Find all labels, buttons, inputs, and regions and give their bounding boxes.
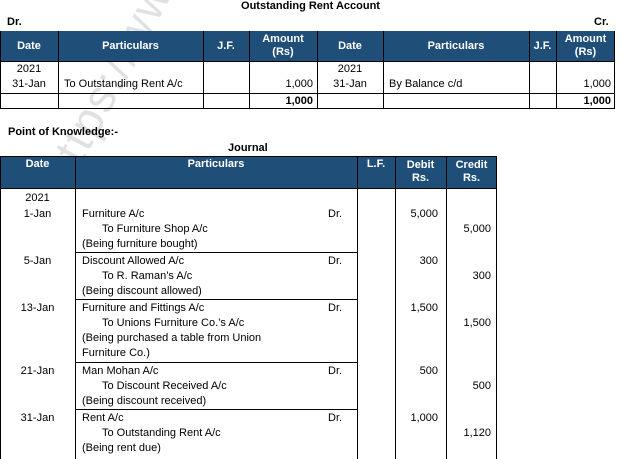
ledger-credit-year: 2021 <box>337 63 363 75</box>
journal-entry-narration: (Being furniture bought) <box>82 238 198 250</box>
journal-entry-credit-account: To Discount Received A/c <box>102 380 227 392</box>
ledger-credit-amount: 1,000 <box>583 78 611 90</box>
journal-entry-credit-account: To Outstanding Rent A/c <box>102 427 221 439</box>
ledger-debit-date: 31-Jan <box>12 78 46 90</box>
cr-label: Cr. <box>594 16 609 28</box>
journal-entry-dr: Dr. <box>328 365 343 377</box>
journal-header-date: Date <box>0 156 75 172</box>
journal-header-lf: L.F. <box>357 156 395 172</box>
journal-entry-narration: (Being purchased a table from Union <box>82 332 262 344</box>
journal-entry-credit-amount: 5,000 <box>463 223 491 235</box>
ledger-credit-total: 1,000 <box>583 95 611 107</box>
journal-header-credit: Credit Rs. <box>446 156 497 188</box>
journal-entry-debit-amount: 500 <box>419 365 438 377</box>
journal-entry-debit-amount: 1,500 <box>410 302 438 314</box>
journal-entry-debit-account: Furniture and Fittings A/c <box>82 302 205 314</box>
journal-entry-debit-account: Rent A/c <box>82 412 124 424</box>
journal-entry-credit-account: To Furniture Shop A/c <box>102 223 208 235</box>
journal-entry-debit-amount: 300 <box>419 255 438 267</box>
journal-title: Journal <box>228 142 268 154</box>
ledger-debit-total: 1,000 <box>285 95 313 107</box>
ledger-credit-date: 31-Jan <box>333 78 367 90</box>
ledger-header-date-dr: Date <box>0 31 58 61</box>
ledger-debit-particulars: To Outstanding Rent A/c <box>64 78 183 90</box>
journal-entry-credit-amount: 300 <box>472 270 491 282</box>
journal-entry-credit-account: To Unions Furniture Co.’s A/c <box>102 317 245 329</box>
journal-entry-narration: (Being rent due) <box>82 442 161 454</box>
ledger-header-date-cr: Date <box>317 31 383 61</box>
journal-entry-narration: (Being discount allowed) <box>82 285 202 297</box>
journal-entry-date: 1-Jan <box>23 208 52 220</box>
dr-label: Dr. <box>7 16 22 28</box>
ledger-header-amount-dr: Amount (Rs) <box>249 31 317 61</box>
journal-entry-credit-amount: 1,500 <box>463 317 491 329</box>
journal-header-debit: Debit Rs. <box>395 156 446 188</box>
journal-entry-dr: Dr. <box>328 255 343 267</box>
journal-entry-debit-account: Man Mohan A/c <box>82 365 159 377</box>
ledger-title: Outstanding Rent Account <box>241 0 380 12</box>
ledger-header-particulars-cr: Particulars <box>383 31 529 61</box>
ledger-debit-year: 2021 <box>16 63 42 75</box>
journal-entry-narration-cont: Furniture Co.) <box>82 347 150 359</box>
ledger-debit-amount: 1,000 <box>285 78 313 90</box>
journal-entry-debit-amount: 1,000 <box>410 412 438 424</box>
ledger-credit-particulars: By Balance c/d <box>389 78 463 90</box>
journal-entry-credit-amount: 500 <box>472 380 491 392</box>
journal-entry-date: 13-Jan <box>20 302 55 314</box>
journal-entry-debit-amount: 5,000 <box>410 208 438 220</box>
journal-entry-date: 21-Jan <box>20 365 55 377</box>
journal-entry-date: 31-Jan <box>20 412 55 424</box>
journal-entry-date: 5-Jan <box>23 255 52 267</box>
journal-entry-dr: Dr. <box>328 208 343 220</box>
journal-entry-debit-account: Furniture A/c <box>82 208 145 220</box>
journal-entry-dr: Dr. <box>328 412 343 424</box>
ledger-header-particulars-dr: Particulars <box>58 31 203 61</box>
knowledge-label: Point of Knowledge:- <box>8 126 118 138</box>
ledger-header-jf-cr: J.F. <box>529 31 556 61</box>
journal-entry-narration: (Being discount received) <box>82 395 207 407</box>
journal-year: 2021 <box>25 192 50 204</box>
journal-entry-credit-amount: 1,120 <box>463 427 491 439</box>
journal-entry-dr: Dr. <box>328 302 343 314</box>
ledger-header-amount-cr: Amount (Rs) <box>556 31 615 61</box>
journal-header-particulars: Particulars <box>75 156 357 172</box>
journal-entry-debit-account: Discount Allowed A/c <box>82 255 185 267</box>
journal-entry-credit-account: To R. Raman’s A/c <box>102 270 193 282</box>
ledger-header-jf-dr: J.F. <box>203 31 249 61</box>
